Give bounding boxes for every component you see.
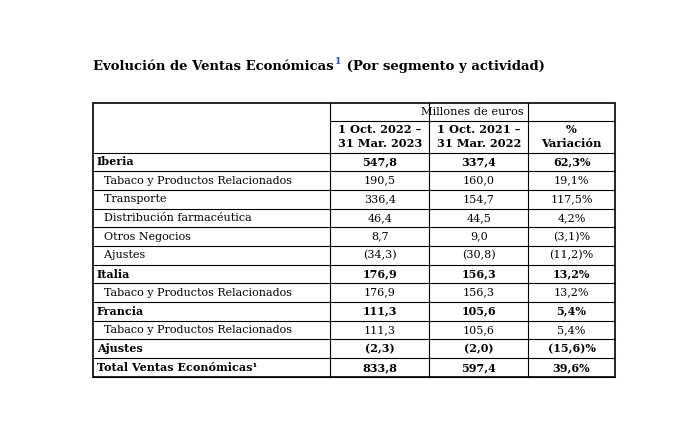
Text: 46,4: 46,4 [367,213,392,223]
Text: 1 Oct. 2022 –
31 Mar. 2023: 1 Oct. 2022 – 31 Mar. 2023 [337,124,422,150]
Text: (Por segmento y actividad): (Por segmento y actividad) [342,60,544,73]
Text: Tabaco y Productos Relacionados: Tabaco y Productos Relacionados [97,288,292,298]
Text: 117,5%: 117,5% [550,194,593,204]
Text: Iberia: Iberia [97,157,135,167]
Text: 156,3: 156,3 [462,268,496,280]
Text: 13,2%: 13,2% [553,268,590,280]
Text: 156,3: 156,3 [463,288,495,298]
Text: Evolución de Ventas Económicas: Evolución de Ventas Económicas [92,60,333,73]
Text: 111,3: 111,3 [362,306,397,317]
Text: 176,9: 176,9 [364,288,395,298]
Text: Total Ventas Económicas¹: Total Ventas Económicas¹ [97,362,257,373]
Text: 337,4: 337,4 [462,157,496,167]
Text: 336,4: 336,4 [364,194,396,204]
Text: Francia: Francia [97,306,144,317]
Text: 5,4%: 5,4% [557,306,586,317]
Text: 5,4%: 5,4% [558,325,586,335]
Text: Italia: Italia [97,268,130,280]
Text: 597,4: 597,4 [462,362,496,373]
Text: (15,6)%: (15,6)% [548,343,595,354]
Text: (3,1)%: (3,1)% [553,231,590,242]
Text: 105,6: 105,6 [462,306,496,317]
Text: 8,7: 8,7 [371,232,388,242]
Text: 1 Oct. 2021 –
31 Mar. 2022: 1 Oct. 2021 – 31 Mar. 2022 [437,124,521,150]
Text: 19,1%: 19,1% [554,175,589,186]
Text: 105,6: 105,6 [463,325,495,335]
Text: (34,3): (34,3) [363,250,397,261]
Text: 39,6%: 39,6% [553,362,591,373]
Text: 1: 1 [335,57,341,65]
Bar [92,103,615,377]
Text: Distribución farmacéutica: Distribución farmacéutica [97,213,252,223]
Text: Ajustes: Ajustes [97,343,143,354]
Text: (11,2)%: (11,2)% [549,250,593,261]
Text: Tabaco y Productos Relacionados: Tabaco y Productos Relacionados [97,175,292,186]
Text: Millones de euros: Millones de euros [421,107,524,117]
Text: 111,3: 111,3 [364,325,396,335]
Text: Otros Negocios: Otros Negocios [97,232,191,242]
Text: 190,5: 190,5 [364,175,396,186]
Text: Tabaco y Productos Relacionados: Tabaco y Productos Relacionados [97,325,292,335]
Text: 547,8: 547,8 [362,157,397,167]
Text: (30,8): (30,8) [462,250,495,261]
Text: 13,2%: 13,2% [554,288,589,298]
Text: 44,5: 44,5 [466,213,491,223]
Text: (2,3): (2,3) [365,343,395,354]
Text: 160,0: 160,0 [463,175,495,186]
Text: 4,2%: 4,2% [558,213,586,223]
Text: 9,0: 9,0 [470,232,488,242]
Text: 62,3%: 62,3% [553,157,590,167]
Text: 176,9: 176,9 [362,268,397,280]
Text: (2,0): (2,0) [464,343,493,354]
Text: %
Variación: % Variación [542,124,602,150]
Text: Transporte: Transporte [97,194,166,204]
Text: Ajustes: Ajustes [97,250,145,260]
Text: 833,8: 833,8 [362,362,397,373]
Text: 154,7: 154,7 [463,194,495,204]
